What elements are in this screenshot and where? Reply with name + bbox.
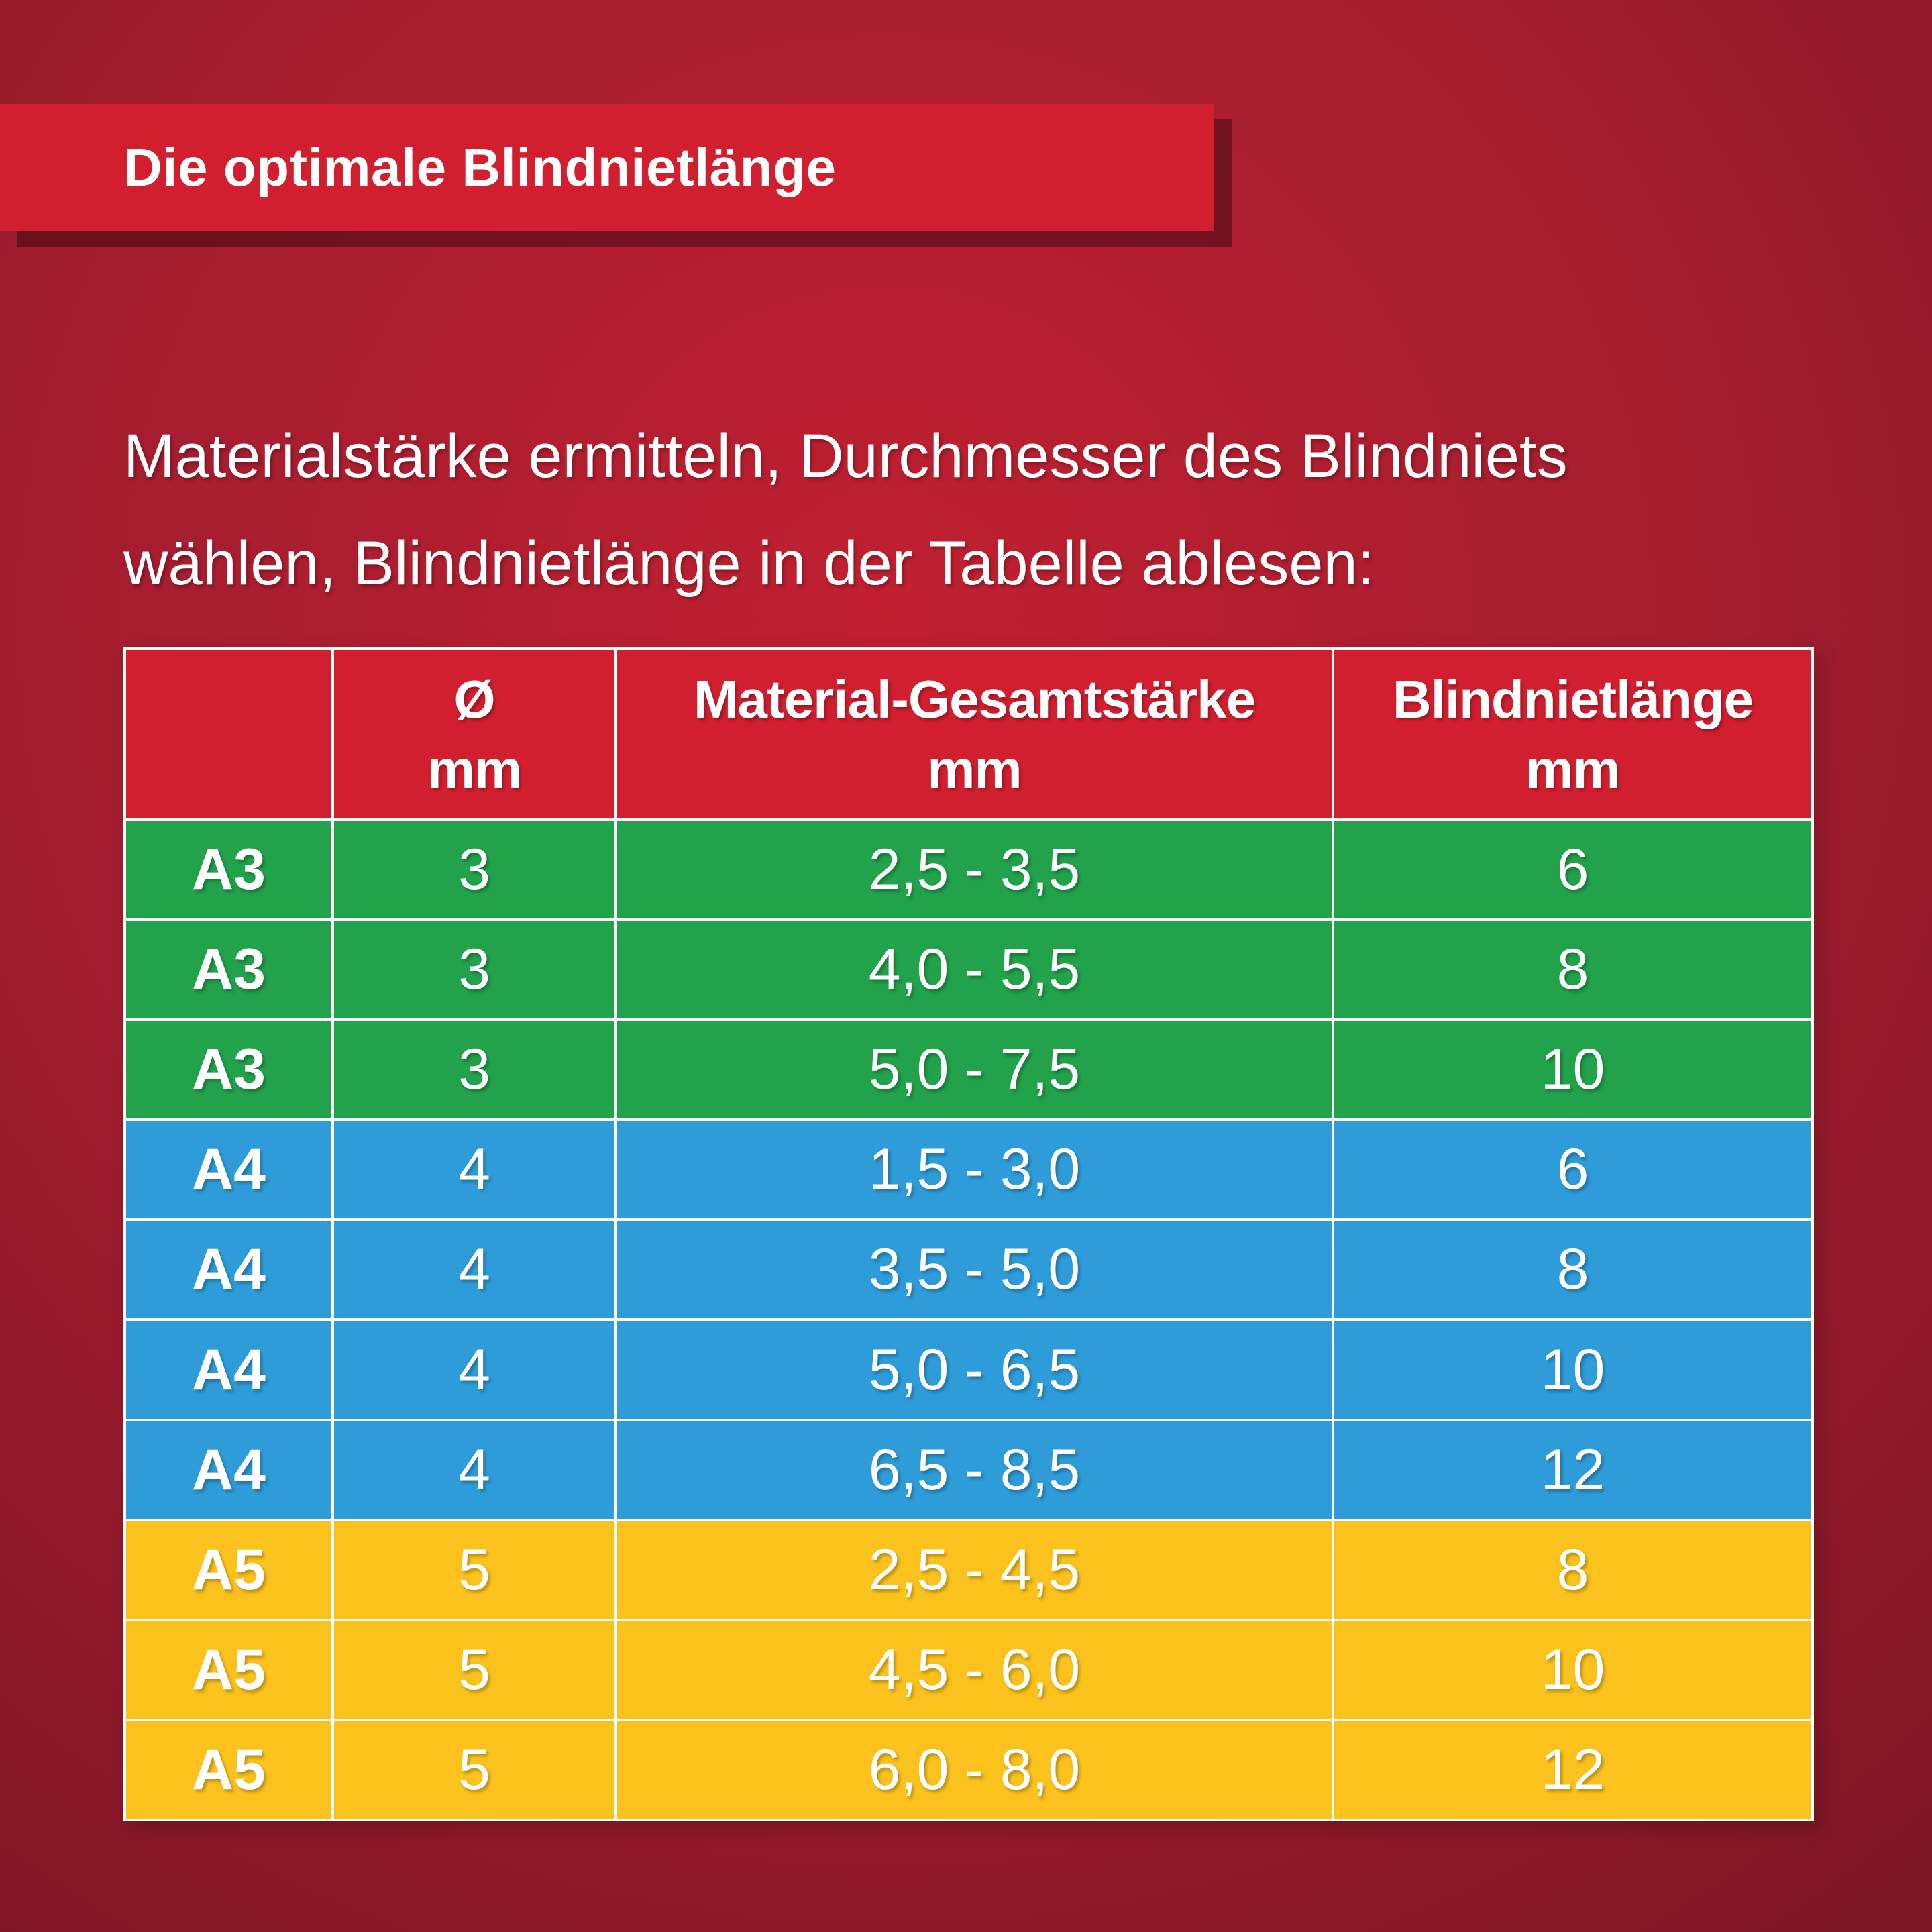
cell-diameter: 5 bbox=[331, 1518, 617, 1621]
title-banner: Die optimale Blindnietlänge bbox=[0, 104, 1214, 231]
cell-material-range: 3,5 - 5,0 bbox=[614, 1218, 1334, 1322]
cell-rivet-length: 12 bbox=[1332, 1718, 1814, 1822]
cell-type: A4 bbox=[123, 1418, 334, 1521]
cell-diameter: 4 bbox=[331, 1318, 617, 1421]
table-row: A4 4 6,5 - 8,5 12 bbox=[123, 1418, 1814, 1521]
header-diameter: Ø mm bbox=[331, 647, 617, 821]
header-material-total: Material-Gesamtstärke mm bbox=[614, 647, 1334, 821]
header-material-label: Material-Gesamtstärke bbox=[693, 669, 1256, 729]
cell-material-range: 6,0 - 8,0 bbox=[614, 1718, 1334, 1822]
cell-diameter: 3 bbox=[331, 1018, 617, 1122]
cell-material-range: 4,5 - 6,0 bbox=[614, 1618, 1334, 1721]
cell-rivet-length: 6 bbox=[1332, 818, 1814, 922]
intro-line-2: wählen, Blindnietlänge in der Tabelle ab… bbox=[123, 529, 1375, 598]
cell-material-range: 5,0 - 7,5 bbox=[614, 1018, 1334, 1122]
cell-type: A3 bbox=[123, 1018, 334, 1122]
cell-material-range: 1,5 - 3,0 bbox=[614, 1118, 1334, 1222]
cell-rivet-length: 8 bbox=[1332, 1518, 1814, 1621]
cell-material-range: 2,5 - 4,5 bbox=[614, 1518, 1334, 1621]
page-title: Die optimale Blindnietlänge bbox=[123, 138, 837, 197]
table-row: A4 4 3,5 - 5,0 8 bbox=[123, 1218, 1814, 1322]
cell-material-range: 2,5 - 3,5 bbox=[614, 818, 1334, 922]
cell-diameter: 4 bbox=[331, 1118, 617, 1222]
cell-material-range: 5,0 - 6,5 bbox=[614, 1318, 1334, 1421]
cell-rivet-length: 10 bbox=[1332, 1318, 1814, 1421]
cell-diameter: 3 bbox=[331, 918, 617, 1022]
table-row: A5 5 4,5 - 6,0 10 bbox=[123, 1618, 1814, 1721]
header-diameter-symbol: Ø bbox=[453, 669, 495, 729]
cell-material-range: 4,0 - 5,5 bbox=[614, 918, 1334, 1022]
table-row: A3 3 2,5 - 3,5 6 bbox=[123, 818, 1814, 922]
cell-type: A4 bbox=[123, 1118, 334, 1222]
cell-rivet-length: 6 bbox=[1332, 1118, 1814, 1222]
intro-line-1: Materialstärke ermitteln, Durchmesser de… bbox=[123, 422, 1568, 490]
header-empty-cell bbox=[123, 647, 334, 821]
cell-type: A3 bbox=[123, 818, 334, 922]
cell-rivet-length: 12 bbox=[1332, 1418, 1814, 1521]
cell-diameter: 5 bbox=[331, 1718, 617, 1822]
cell-diameter: 4 bbox=[331, 1218, 617, 1322]
cell-type: A5 bbox=[123, 1518, 334, 1621]
table-row: A4 4 1,5 - 3,0 6 bbox=[123, 1118, 1814, 1222]
cell-rivet-length: 8 bbox=[1332, 1218, 1814, 1322]
header-length-unit: mm bbox=[1525, 739, 1620, 799]
cell-rivet-length: 10 bbox=[1332, 1018, 1814, 1122]
table-header-row: Ø mm Material-Gesamtstärke mm Blindnietl… bbox=[123, 647, 1814, 821]
header-length-label: Blindnietlänge bbox=[1392, 669, 1754, 729]
table-row: A3 3 4,0 - 5,5 8 bbox=[123, 918, 1814, 1022]
intro-text: Materialstärke ermitteln, Durchmesser de… bbox=[123, 402, 1841, 617]
cell-rivet-length: 8 bbox=[1332, 918, 1814, 1022]
table-row: A5 5 6,0 - 8,0 12 bbox=[123, 1718, 1814, 1822]
cell-type: A5 bbox=[123, 1718, 334, 1822]
cell-type: A5 bbox=[123, 1618, 334, 1721]
cell-diameter: 3 bbox=[331, 818, 617, 922]
cell-diameter: 4 bbox=[331, 1418, 617, 1521]
table-row: A4 4 5,0 - 6,5 10 bbox=[123, 1318, 1814, 1421]
table-row: A3 3 5,0 - 7,5 10 bbox=[123, 1018, 1814, 1122]
cell-type: A4 bbox=[123, 1218, 334, 1322]
cell-rivet-length: 10 bbox=[1332, 1618, 1814, 1721]
header-rivet-length: Blindnietlänge mm bbox=[1332, 647, 1814, 821]
cell-diameter: 5 bbox=[331, 1618, 617, 1721]
header-diameter-unit: mm bbox=[427, 739, 522, 799]
cell-type: A3 bbox=[123, 918, 334, 1022]
table-row: A5 5 2,5 - 4,5 8 bbox=[123, 1518, 1814, 1621]
rivet-length-table: Ø mm Material-Gesamtstärke mm Blindnietl… bbox=[123, 647, 1814, 1822]
cell-material-range: 6,5 - 8,5 bbox=[614, 1418, 1334, 1521]
cell-type: A4 bbox=[123, 1318, 334, 1421]
header-material-unit: mm bbox=[927, 739, 1022, 799]
